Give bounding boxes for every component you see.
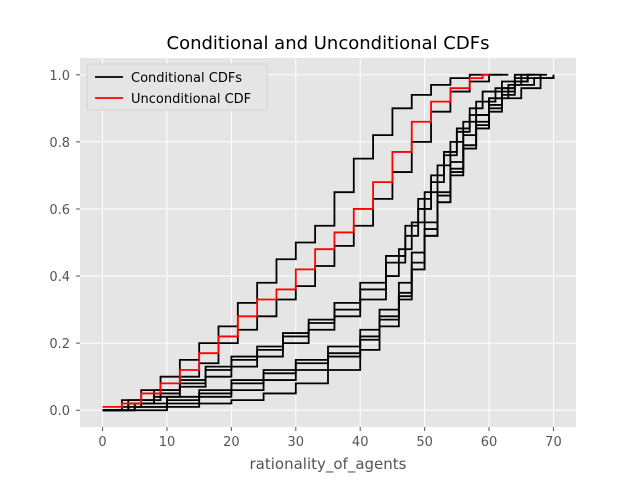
legend-box	[86, 63, 268, 111]
x-tick-label: 20	[223, 435, 240, 450]
x-tick-label: 50	[416, 435, 433, 450]
legend-label-unconditional: Unconditional CDF	[131, 92, 251, 107]
grid-lines	[80, 58, 576, 427]
series-layer	[102, 73, 555, 412]
x-tick-label: 70	[545, 435, 562, 450]
x-tick-label: 0	[98, 435, 106, 450]
axis-ticks: 0 10 20 30 40 50 60 70 0.0 0.2 0.4 0.6 0.8 1.0	[49, 69, 561, 450]
y-tick-label: 0.0	[49, 404, 70, 419]
y-tick-label: 0.8	[49, 136, 70, 151]
legend: Conditional CDFs Unconditional CDF	[86, 63, 268, 111]
conditional-cdf-line-1	[102, 73, 502, 412]
x-tick-label: 40	[352, 435, 369, 450]
y-tick-label: 1.0	[49, 69, 70, 84]
y-tick-label: 0.4	[49, 270, 70, 285]
x-tick-label: 30	[288, 435, 305, 450]
legend-label-conditional: Conditional CDFs	[131, 71, 242, 86]
x-tick-label: 10	[159, 435, 176, 450]
unconditional-cdf-line	[102, 73, 490, 408]
x-tick-label: 60	[481, 435, 498, 450]
conditional-cdf-line-4	[102, 73, 535, 412]
conditional-cdf-line-6	[102, 73, 548, 412]
conditional-cdf-line-9	[102, 73, 541, 412]
conditional-cdf-line-3	[102, 73, 528, 412]
x-axis-label: rationality_of_agents	[250, 455, 407, 474]
chart-title: Conditional and Unconditional CDFs	[167, 33, 490, 54]
y-tick-label: 0.6	[49, 203, 70, 218]
y-tick-label: 0.2	[49, 337, 70, 352]
